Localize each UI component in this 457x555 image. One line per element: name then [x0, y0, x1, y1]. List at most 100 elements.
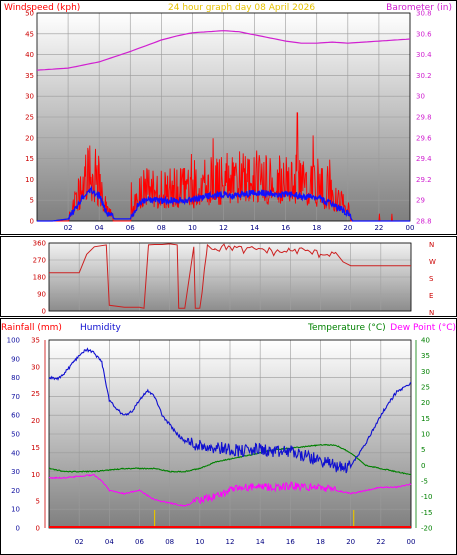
- graph-title: 24 hour graph day 08 April 2026: [168, 3, 315, 13]
- temp-y-tick: 15: [421, 415, 430, 423]
- temp-y-tick: 40: [421, 337, 430, 345]
- dir-plot-border: [48, 242, 412, 312]
- wind-y-tick: 20: [25, 134, 34, 142]
- dir-y-tick: 0: [42, 308, 46, 316]
- humidity-y-tick: 40: [11, 449, 20, 457]
- temp-y-tick: 35: [421, 352, 430, 360]
- wind-plot-border: [36, 12, 411, 222]
- temp-y-tick: 5: [421, 446, 425, 454]
- rain-y-tick: 20: [31, 417, 40, 425]
- baro-y-tick: 30: [416, 93, 425, 101]
- wind-y-tick: 15: [25, 155, 34, 163]
- rain-y-tick: 0: [36, 525, 40, 533]
- wind-y-tick: 25: [25, 114, 34, 122]
- humidity-y-tick: 80: [11, 374, 20, 382]
- wind-y-tick: 5: [30, 197, 34, 205]
- humidity-y-tick: 100: [7, 337, 20, 345]
- temp-y-tick: 30: [421, 368, 430, 376]
- hum-x-tick: 06: [135, 538, 144, 546]
- baro-y-tick: 29: [416, 197, 425, 205]
- rain-y-tick: 5: [36, 498, 40, 506]
- wind-x-tick: 18: [312, 224, 321, 232]
- wind-y-tick: 0: [30, 218, 34, 226]
- baro-y-tick: 30.4: [416, 51, 432, 59]
- temp-y-tick: -10: [421, 493, 432, 501]
- wind-x-tick: 14: [250, 224, 259, 232]
- baro-y-tick: 29.4: [416, 155, 432, 163]
- hum-x-tick: 16: [286, 538, 295, 546]
- humidity-series: [48, 347, 412, 474]
- hum-x-tick: 14: [256, 538, 265, 546]
- dewpoint-series: [48, 473, 412, 508]
- wind-y-tick: 10: [25, 176, 34, 184]
- humidity-y-tick: 0: [16, 525, 20, 533]
- dir-y-tick: 180: [33, 274, 46, 282]
- baro-y-tick: 30.8: [416, 10, 432, 18]
- rain-y-tick: 15: [31, 444, 40, 452]
- barometer-axis-title: Barometer (in): [386, 3, 452, 13]
- humidity-y-tick: 20: [11, 487, 20, 495]
- wind-x-tick: 12: [219, 224, 228, 232]
- wind-y-tick: 35: [25, 72, 34, 80]
- wind-x-tick: 02: [64, 224, 73, 232]
- dir-compass-tick: S: [429, 275, 434, 283]
- temp-y-tick: 25: [421, 384, 430, 392]
- temperature-axis-title: Temperature (°C): [307, 323, 386, 333]
- humidity-y-tick: 50: [11, 431, 20, 439]
- wind-y-tick: 45: [25, 30, 34, 38]
- rain-y-tick: 30: [31, 363, 40, 371]
- humidity-axis-title: Humidity: [80, 323, 121, 333]
- hum-x-tick: 20: [346, 538, 355, 546]
- chart-marks: [36, 30, 412, 528]
- wind-y-tick: 30: [25, 93, 34, 101]
- dewpoint-axis-title: Dew Point (°C): [390, 323, 456, 333]
- baro-y-tick: 30.2: [416, 72, 432, 80]
- rain-y-tick: 10: [31, 471, 40, 479]
- hum-x-tick: 10: [195, 538, 204, 546]
- wind-x-tick: 04: [95, 224, 104, 232]
- rain-y-tick: 35: [31, 337, 40, 345]
- baro-y-tick: 30.6: [416, 30, 432, 38]
- temp-y-tick: 20: [421, 399, 430, 407]
- temp-y-tick: 0: [421, 462, 425, 470]
- dir-compass-tick: N: [429, 309, 434, 317]
- wind-y-tick: 50: [25, 10, 34, 18]
- humidity-y-tick: 70: [11, 393, 20, 401]
- baro-y-tick: 29.6: [416, 134, 432, 142]
- hum-x-tick: 04: [105, 538, 114, 546]
- humidity-y-tick: 10: [11, 506, 20, 514]
- dir-compass-tick: N: [429, 241, 434, 249]
- wind-x-tick: 00: [406, 224, 415, 232]
- wind-x-tick: 20: [343, 224, 352, 232]
- rainfall-axis-title: Rainfall (mm): [1, 323, 62, 333]
- temp-y-tick: 10: [421, 431, 430, 439]
- hum-x-tick: 22: [376, 538, 385, 546]
- dir-compass-tick: E: [429, 292, 433, 300]
- baro-y-tick: 28.8: [416, 218, 432, 226]
- humidity-y-tick: 90: [11, 355, 20, 363]
- hum-x-tick: 00: [407, 538, 416, 546]
- wind-x-tick: 06: [126, 224, 135, 232]
- hum-x-tick: 02: [75, 538, 84, 546]
- tick-labels: 0510152025303540455028.82929.229.429.629…: [7, 10, 436, 547]
- wind-x-tick: 22: [374, 224, 383, 232]
- barometer-series: [36, 30, 411, 71]
- dir-y-tick: 360: [33, 240, 46, 248]
- temp-y-tick: -20: [421, 525, 432, 533]
- wind-x-tick: 10: [188, 224, 197, 232]
- wind-axis-title: Windspeed (kph): [4, 3, 80, 13]
- dir-y-tick: 270: [33, 257, 46, 265]
- rain-y-tick: 25: [31, 390, 40, 398]
- wind-y-tick: 40: [25, 51, 34, 59]
- temp-y-tick: -5: [421, 478, 428, 486]
- wind-direction-series: [49, 243, 411, 309]
- wind-x-tick: 08: [157, 224, 166, 232]
- humidity-y-tick: 60: [11, 412, 20, 420]
- hum-x-tick: 18: [316, 538, 325, 546]
- dir-y-tick: 90: [37, 291, 46, 299]
- temperature-series: [49, 443, 412, 475]
- humidity-y-tick: 30: [11, 468, 20, 476]
- baro-y-tick: 29.8: [416, 114, 432, 122]
